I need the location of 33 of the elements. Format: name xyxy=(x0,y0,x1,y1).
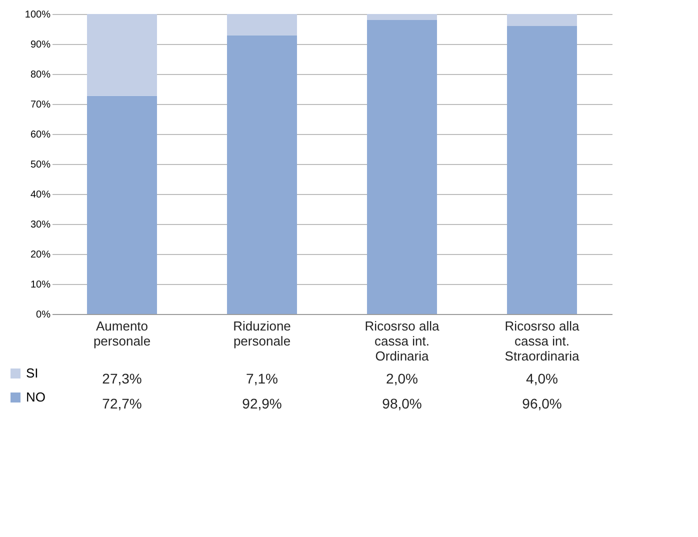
bar xyxy=(87,14,157,96)
y-tick-label: 70% xyxy=(30,100,51,110)
bar xyxy=(507,26,577,314)
data-label: 98,0% xyxy=(382,396,422,412)
y-tick-label: 50% xyxy=(30,160,51,170)
y-tick-label: 80% xyxy=(30,70,51,80)
legend-label: SI xyxy=(26,366,38,380)
data-label: 92,9% xyxy=(242,396,282,412)
data-label: 4,0% xyxy=(526,370,558,386)
bar xyxy=(507,14,577,26)
data-label: 2,0% xyxy=(386,370,418,386)
y-tick-label: 100% xyxy=(24,10,51,20)
y-tick-label: 90% xyxy=(30,40,51,50)
y-tick-label: 10% xyxy=(30,280,51,290)
bar xyxy=(87,96,157,314)
y-tick-label: 60% xyxy=(30,130,51,140)
data-label: 72,7% xyxy=(102,396,142,412)
data-label: 7,1% xyxy=(246,370,278,386)
bar xyxy=(227,14,297,36)
x-tick-label: Ricosrso alla cassa int. Straordinaria xyxy=(504,318,580,364)
bar xyxy=(227,35,297,314)
bar xyxy=(367,20,437,314)
data-label: 96,0% xyxy=(522,396,562,412)
x-tick-label: Aumento personale xyxy=(93,318,151,348)
x-tick-label: Riduzione personale xyxy=(233,318,291,348)
y-tick-label: 20% xyxy=(30,250,51,260)
y-tick-label: 30% xyxy=(30,220,51,230)
data-label: 27,3% xyxy=(102,370,142,386)
x-tick-label: Ricosrso alla cassa int. Ordinaria xyxy=(364,318,440,364)
y-tick-label: 0% xyxy=(36,310,51,320)
bar xyxy=(367,14,437,20)
y-tick-label: 40% xyxy=(30,190,51,200)
legend-label: NO xyxy=(26,390,46,404)
